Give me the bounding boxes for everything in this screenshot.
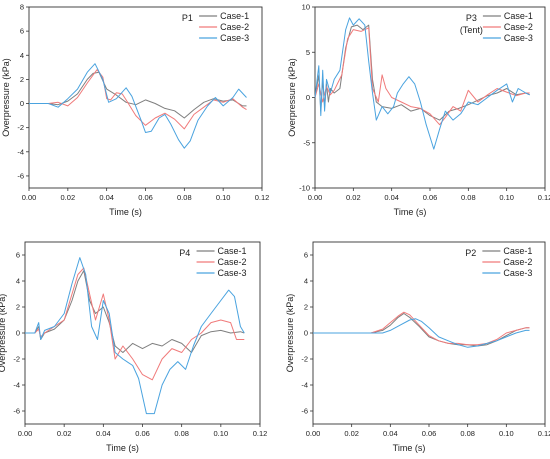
x-tick-label: 0.10 [216,193,231,202]
x-tick-label: 0.08 [460,429,475,438]
legend-entry: Case-1 [220,11,249,21]
y-tick-label: -4 [301,381,308,390]
y-tick-label: 6 [16,251,20,260]
x-tick-label: 0.04 [383,429,398,438]
panel-label: P3 [466,13,477,23]
y-tick-label: 4 [304,277,308,286]
y-tick-label: 0 [16,329,20,338]
x-tick-label: 0.06 [422,429,437,438]
legend-entry: Case-3 [503,268,532,278]
x-tick-label: 0.00 [18,429,33,438]
y-axis-title: Overpressure (kPa) [287,58,297,137]
x-tick-label: 0.00 [306,429,321,438]
legend-entry: Case-3 [218,268,247,278]
y-tick-label: 0 [304,329,308,338]
x-axis-title: Time (s) [394,207,427,217]
series-line-case-3 [314,17,530,150]
y-tick-label: -4 [13,381,20,390]
y-tick-label: -2 [13,355,20,364]
y-tick-label: -4 [17,147,24,156]
y-tick-label: 6 [20,27,24,36]
y-tick-label: 2 [16,303,20,312]
series-line-case-2 [314,27,530,126]
legend-entry: Case-2 [503,257,532,267]
y-tick-label: 0 [20,99,24,108]
y-axis-title: Overpressure (kPa) [285,294,295,373]
y-tick-label: -10 [299,184,310,193]
x-tick-label: 0.12 [538,429,550,438]
y-tick-label: 2 [304,303,308,312]
panel-label: P2 [465,248,476,258]
y-tick-label: -6 [13,407,20,416]
y-tick-label: -5 [303,138,310,147]
legend-entry: Case-2 [220,22,249,32]
legend-entry: Case-3 [504,33,533,43]
series-line-case-1 [29,71,247,119]
x-tick-label: 0.12 [538,193,550,202]
y-tick-label: 5 [306,48,310,57]
x-tick-label: 0.10 [499,193,514,202]
x-axis-title: Time (s) [393,443,426,453]
chart-panel-p2: 0.00 0.02 0.04 0.06 0.08 0.10 0.12 -6 -4 -2 0 2 4 6 Ti… [285,241,550,453]
x-tick-label: 0.12 [255,193,270,202]
chart-panel-p1: 0.00 0.02 0.04 0.06 0.08 0.10 0.12 -6 -4 -2 0 2 4 6 8 T… [1,3,269,218]
series-line-case-1 [25,270,245,353]
x-axis-title: Time (s) [109,207,142,217]
x-tick-label: 0.02 [57,429,72,438]
x-tick-label: 0.02 [61,193,76,202]
x-tick-label: 0.12 [253,429,268,438]
legend-entry: Case-1 [504,11,533,21]
y-tick-label: 0 [306,93,310,102]
y-axis-title: Overpressure (kPa) [1,58,11,137]
x-tick-label: 0.00 [22,193,37,202]
x-tick-label: 0.02 [346,193,361,202]
x-tick-label: 0.04 [99,193,114,202]
series-line-case-2 [313,311,530,346]
x-tick-label: 0.10 [499,429,514,438]
x-tick-label: 0.00 [308,193,323,202]
y-axis-title: Overpressure (kPa) [0,294,7,373]
y-tick-label: 6 [304,251,308,260]
series-line-case-3 [25,257,245,415]
y-tick-label: 2 [20,75,24,84]
x-tick-label: 0.08 [461,193,476,202]
x-tick-label: 0.06 [135,429,150,438]
panel-label: P4 [179,248,190,258]
x-tick-label: 0.08 [177,193,192,202]
panel-sublabel: (Tent) [460,25,483,35]
y-tick-label: 8 [20,3,24,12]
series-line-case-3 [313,318,530,348]
x-tick-label: 0.10 [214,429,229,438]
legend-entry: Case-2 [504,22,533,32]
chart-panel-p3: 0.00 0.02 0.04 0.06 0.08 0.10 0.12 -10 -5 0 5 10 Tim… [287,3,550,218]
series-line-case-3 [29,63,247,149]
legend-entry: Case-3 [220,33,249,43]
y-tick-label: -6 [17,171,24,180]
y-tick-label: 10 [302,3,310,12]
x-tick-label: 0.02 [344,429,359,438]
series-line-case-2 [25,267,245,381]
legend-entry: Case-1 [503,246,532,256]
x-tick-label: 0.08 [174,429,189,438]
x-tick-label: 0.04 [96,429,111,438]
y-tick-label: -6 [301,407,308,416]
x-axis-title: Time (s) [106,443,139,453]
chart-panel-p4: 0.00 0.02 0.04 0.06 0.08 0.10 0.12 -6 -4 -2 0 2 4 6 Ti… [0,241,268,453]
y-tick-label: 4 [16,277,20,286]
x-tick-label: 0.06 [138,193,153,202]
y-tick-label: -2 [301,355,308,364]
panel-label: P1 [182,13,193,23]
y-tick-label: -2 [17,123,24,132]
legend-entry: Case-2 [218,257,247,267]
x-tick-label: 0.04 [384,193,399,202]
y-tick-label: 4 [20,51,24,60]
legend-entry: Case-1 [218,246,247,256]
x-tick-label: 0.06 [423,193,438,202]
